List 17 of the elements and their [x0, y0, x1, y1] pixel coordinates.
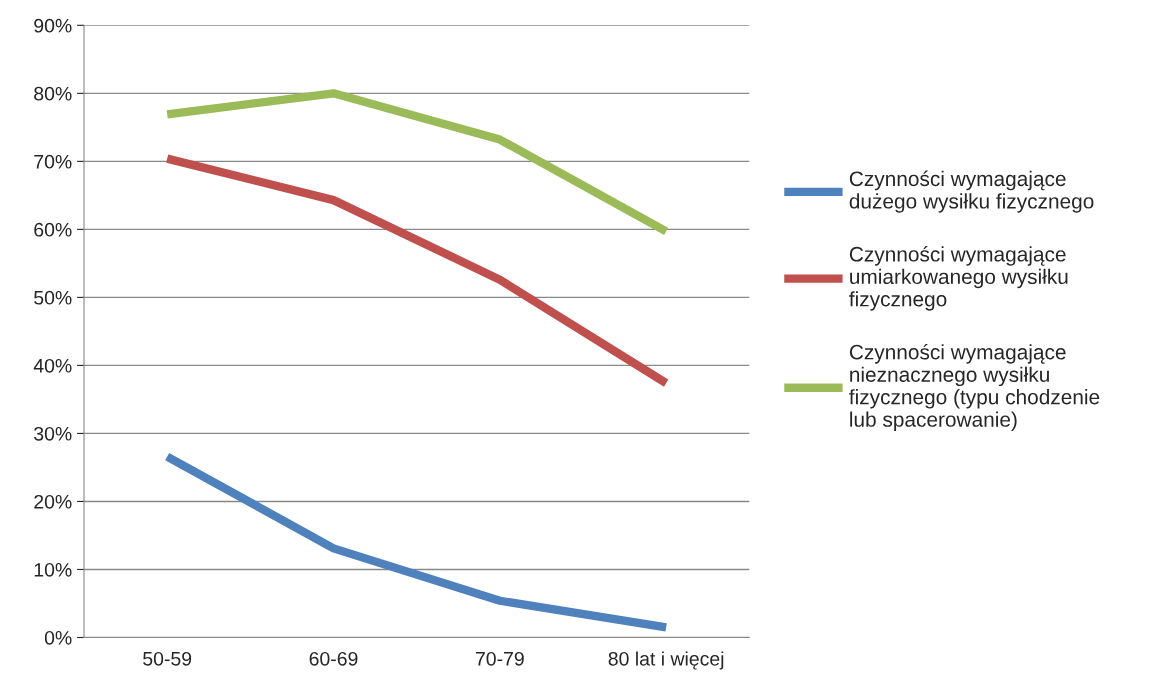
y-tick-label: 30% [34, 426, 72, 441]
y-tick-label: 60% [34, 222, 72, 237]
x-tick-label: 60-69 [309, 651, 358, 666]
y-tick-label: 0% [44, 630, 72, 645]
legend-label: Czynności wymagające umiarkowanego wysiłku fizycznego [849, 246, 1068, 311]
x-tick-label: 80 lat i więcej [608, 651, 724, 670]
y-tick-label: 10% [34, 562, 72, 577]
y-tick-label: 70% [34, 154, 72, 169]
x-tick-label: 50-59 [143, 651, 192, 666]
x-tick-label: 70-79 [475, 651, 524, 666]
y-tick-label: 40% [33, 358, 72, 373]
y-tick-label: 20% [34, 494, 72, 509]
y-tick-label: 90% [34, 18, 72, 33]
legend-label: Czynności wymagające dużego wysiłku fizycznego [849, 170, 1094, 213]
y-tick-label: 80% [34, 86, 72, 101]
y-tick-label: 50% [34, 290, 72, 305]
legend-label: Czynności wymagające nieznacznego wysiłku fizycznego (typu chodzenie lub spacerowanie) [849, 343, 1100, 431]
